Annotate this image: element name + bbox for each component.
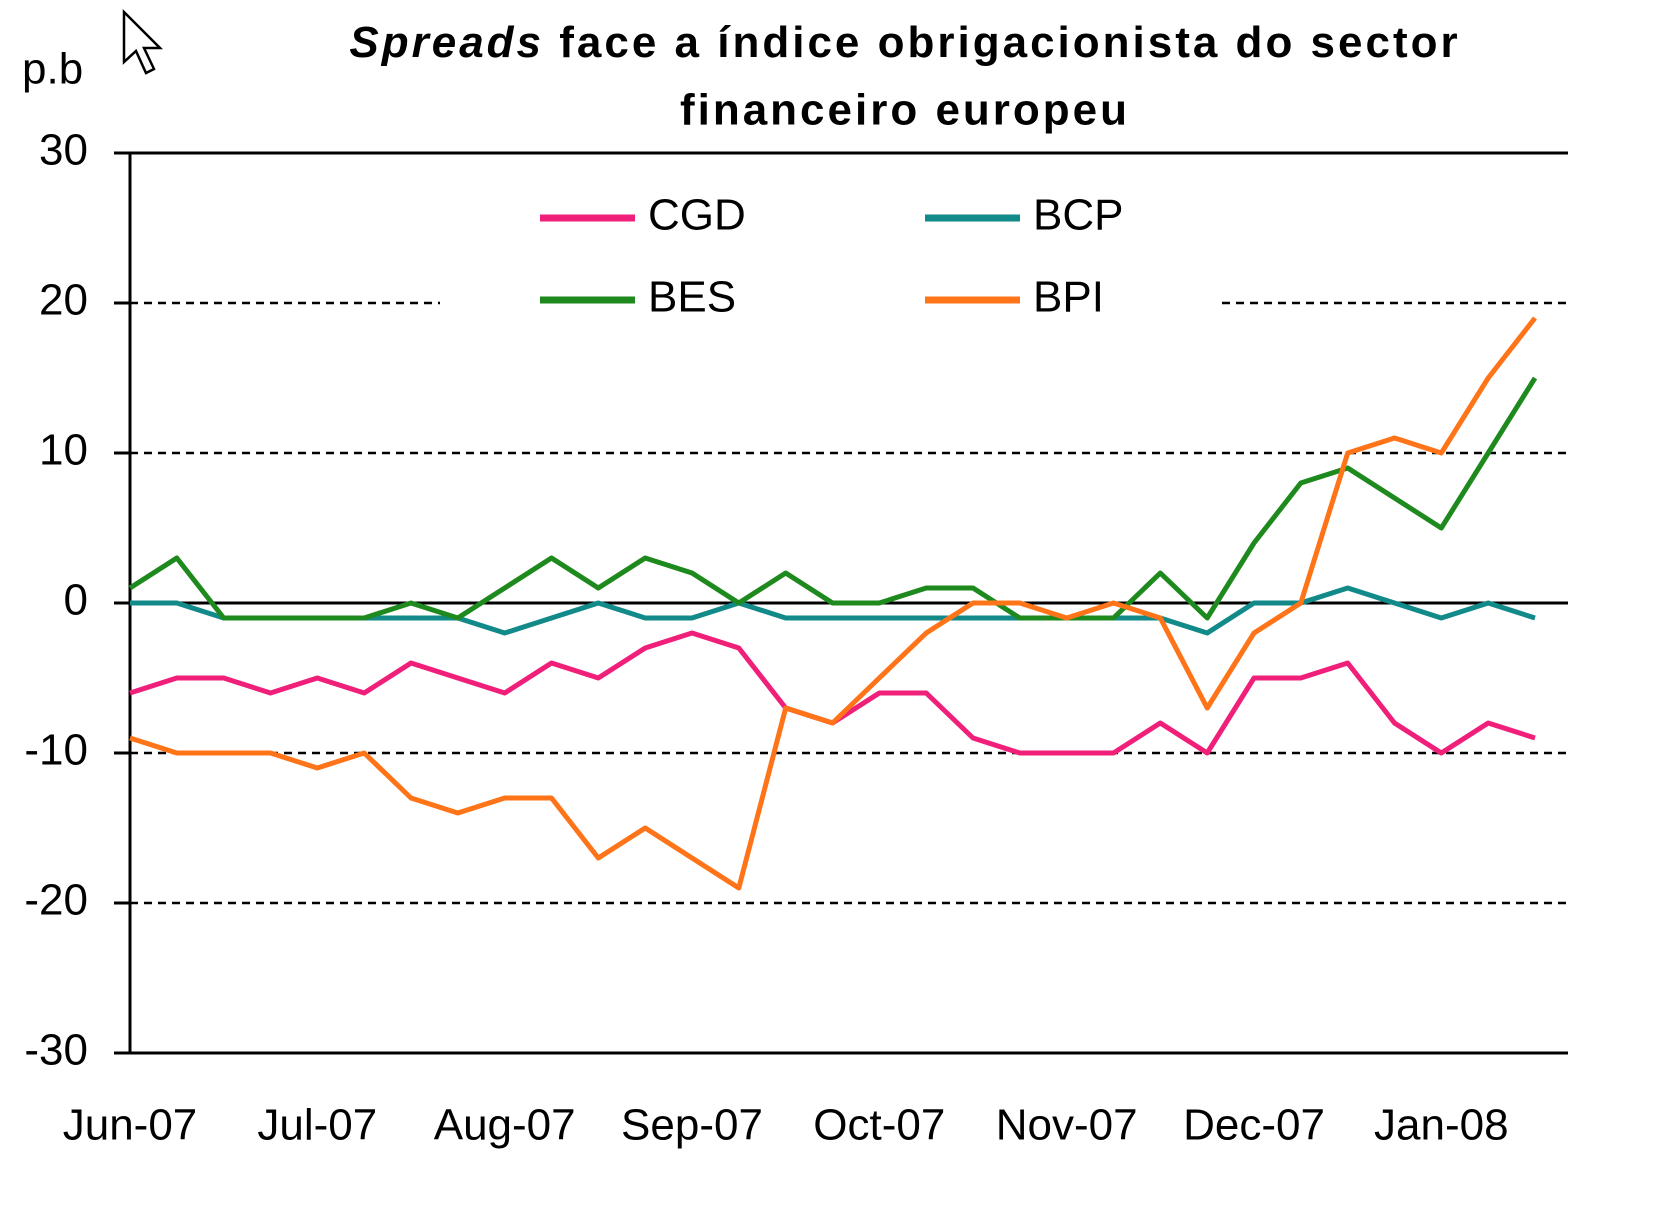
x-tick-label: Aug-07 bbox=[434, 1101, 576, 1150]
series-line bbox=[130, 585, 1536, 636]
legend-label: BCP bbox=[1033, 191, 1123, 240]
legend-background bbox=[440, 180, 1220, 330]
x-tick-label: Oct-07 bbox=[813, 1101, 945, 1150]
series-line bbox=[128, 376, 1538, 621]
x-tick-label: Dec-07 bbox=[1183, 1101, 1325, 1150]
y-tick-label: 30 bbox=[39, 126, 88, 175]
series-line bbox=[129, 630, 1536, 756]
cursor bbox=[122, 8, 164, 75]
x-tick-label: Jul-07 bbox=[257, 1101, 377, 1150]
x-tick-label: Jan-08 bbox=[1374, 1101, 1509, 1150]
x-tick-label: Sep-07 bbox=[621, 1101, 763, 1150]
legend-label: BPI bbox=[1033, 273, 1104, 322]
chart-title: Spreads face a índice obrigacionista do … bbox=[349, 18, 1460, 67]
legend-label: BES bbox=[648, 273, 736, 322]
chart-title: financeiro europeu bbox=[680, 86, 1130, 135]
legend-label: CGD bbox=[648, 191, 746, 240]
y-axis-label: p.b bbox=[22, 45, 83, 94]
y-tick-label: -10 bbox=[24, 726, 88, 775]
title-line: face a índice obrigacionista do sector bbox=[559, 18, 1460, 67]
y-tick-label: 10 bbox=[39, 426, 88, 475]
title-emphasis: Spreads bbox=[349, 18, 544, 67]
series-line bbox=[129, 316, 1537, 891]
y-tick-label: 20 bbox=[39, 276, 88, 325]
y-tick-label: -30 bbox=[24, 1026, 88, 1075]
y-tick-label: -20 bbox=[24, 876, 88, 925]
x-tick-label: Jun-07 bbox=[63, 1101, 198, 1150]
x-tick-label: Nov-07 bbox=[996, 1101, 1138, 1150]
y-tick-label: 0 bbox=[64, 576, 88, 625]
